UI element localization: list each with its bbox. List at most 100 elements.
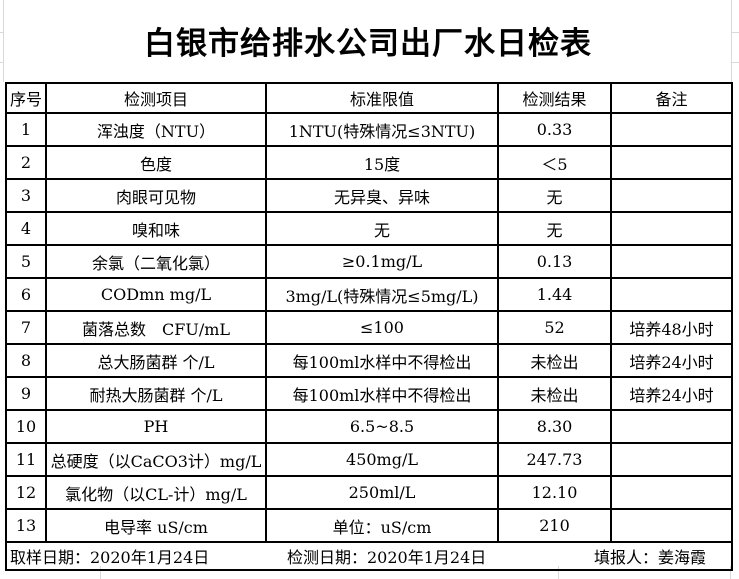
- row-result: 1.44: [497, 277, 612, 312]
- table-row: 10 PH 6.5~8.5 8.30: [5, 409, 733, 444]
- row-result: 无: [497, 178, 612, 213]
- row-limit: 每100ml水样中不得检出: [265, 343, 499, 378]
- row-limit: 每100ml水样中不得检出: [265, 376, 499, 411]
- row-no: 5: [5, 244, 47, 279]
- table-body: 1 浑浊度（NTU） 1NTU(特殊情况≤3NTU) 0.33 2 色度 15度 ＜5 3 肉眼可…: [5, 112, 733, 543]
- table-row: 9 耐热大肠菌群 个/L 每100ml水样中不得检出 未检出 培养24小时: [5, 376, 733, 411]
- header-item: 检测项目: [45, 82, 267, 114]
- row-note: 培养24小时: [610, 343, 733, 378]
- row-result: 8.30: [497, 409, 612, 444]
- header-result: 检测结果: [497, 82, 612, 114]
- row-result: 无: [497, 211, 612, 246]
- row-limit: 无异臭、异味: [265, 178, 499, 213]
- header-seq: 序号: [5, 82, 47, 114]
- spreadsheet-gridline: [730, 566, 731, 579]
- row-result: 0.13: [497, 244, 612, 279]
- row-note: [610, 277, 733, 312]
- row-note: [610, 409, 733, 444]
- row-item: 嗅和味: [45, 211, 267, 246]
- row-limit: 250ml/L: [265, 475, 499, 510]
- row-no: 7: [5, 310, 47, 345]
- row-item: 色度: [45, 145, 267, 180]
- row-note: [610, 244, 733, 279]
- row-limit: 单位：uS/cm: [265, 508, 499, 543]
- spreadsheet-gridline: [0, 32, 4, 33]
- table-row: 13 电导率 uS/cm 单位：uS/cm 210: [5, 508, 733, 543]
- row-limit: ≥0.1mg/L: [265, 244, 499, 279]
- row-no: 11: [5, 442, 47, 477]
- row-no: 10: [5, 409, 47, 444]
- row-limit: 无: [265, 211, 499, 246]
- row-item: PH: [45, 409, 267, 444]
- table-row: 6 CODmn mg/L 3mg/L(特殊情况≤5mg/L) 1.44: [5, 277, 733, 312]
- spreadsheet-gridline: [731, 0, 732, 82]
- spreadsheet-gridline: [731, 32, 739, 33]
- row-item: 氯化物（以CL-计）mg/L: [45, 475, 267, 510]
- row-result: 210: [497, 508, 612, 543]
- footer-wrap: 取样日期：2020年1月24日 检测日期：2020年1月24日 填报人：姜海霞: [8, 544, 730, 568]
- row-no: 1: [5, 112, 47, 147]
- row-note: [610, 178, 733, 213]
- row-limit: ≤100: [265, 310, 499, 345]
- row-note: [610, 475, 733, 510]
- row-note: [610, 211, 733, 246]
- header-note: 备注: [610, 82, 733, 114]
- row-item: 肉眼可见物: [45, 178, 267, 213]
- row-item: 电导率 uS/cm: [45, 508, 267, 543]
- header-row: 序号 检测项目 标准限值 检测结果 备注: [5, 82, 733, 114]
- spreadsheet-gridline: [100, 566, 101, 579]
- spreadsheet-gridline: [731, 62, 739, 63]
- row-result: 未检出: [497, 343, 612, 378]
- row-item: 耐热大肠菌群 个/L: [45, 376, 267, 411]
- row-no: 3: [5, 178, 47, 213]
- row-no: 2: [5, 145, 47, 180]
- table-row: 5 余氯（二氧化氯） ≥0.1mg/L 0.13: [5, 244, 733, 279]
- row-item: 浑浊度（NTU）: [45, 112, 267, 147]
- row-note: 培养24小时: [610, 376, 733, 411]
- row-result: 未检出: [497, 376, 612, 411]
- footer-cell: 取样日期：2020年1月24日 检测日期：2020年1月24日 填报人：姜海霞: [5, 541, 733, 571]
- table-row: 12 氯化物（以CL-计）mg/L 250ml/L 12.10: [5, 475, 733, 510]
- row-item: 菌落总数 CFU/mL: [45, 310, 267, 345]
- spreadsheet-gridline: [558, 566, 559, 579]
- table-row: 7 菌落总数 CFU/mL ≤100 52 培养48小时: [5, 310, 733, 345]
- row-limit: 450mg/L: [265, 442, 499, 477]
- sampling-date: 取样日期：2020年1月24日: [10, 548, 210, 567]
- row-no: 9: [5, 376, 47, 411]
- row-result: 52: [497, 310, 612, 345]
- inspection-table: 序号 检测项目 标准限值 检测结果 备注 1 浑浊度（NTU） 1NTU(特殊情况≤…: [5, 82, 733, 571]
- row-no: 4: [5, 211, 47, 246]
- table-row: 4 嗅和味无无: [5, 211, 733, 246]
- row-item: CODmn mg/L: [45, 277, 267, 312]
- row-limit: 3mg/L(特殊情况≤5mg/L): [265, 277, 499, 312]
- footer-row: 取样日期：2020年1月24日 检测日期：2020年1月24日 填报人：姜海霞: [5, 541, 733, 571]
- row-item: 总硬度（以CaCO3计）mg/L: [45, 442, 267, 477]
- reporter-name: 填报人：姜海霞: [594, 548, 707, 567]
- row-note: [610, 508, 733, 543]
- row-no: 8: [5, 343, 47, 378]
- row-no: 6: [5, 277, 47, 312]
- row-note: [610, 112, 733, 147]
- table-row: 8 总大肠菌群 个/L 每100ml水样中不得检出 未检出 培养24小时: [5, 343, 733, 378]
- row-item: 总大肠菌群 个/L: [45, 343, 267, 378]
- page-title: 白银市给排水公司出厂水日检表: [144, 25, 592, 62]
- test-date: 检测日期：2020年1月24日: [287, 548, 487, 567]
- row-no: 13: [5, 508, 47, 543]
- header-limit: 标准限值: [265, 82, 499, 114]
- row-limit: 6.5~8.5: [265, 409, 499, 444]
- spreadsheet-gridline: [0, 62, 4, 63]
- spreadsheet-gridline: [3, 0, 4, 82]
- row-limit: 1NTU(特殊情况≤3NTU): [265, 112, 499, 147]
- row-result: 12.10: [497, 475, 612, 510]
- row-note: [610, 145, 733, 180]
- row-limit: 15度: [265, 145, 499, 180]
- row-item: 余氯（二氧化氯）: [45, 244, 267, 279]
- row-note: [610, 442, 733, 477]
- table-row: 2 色度 15度 ＜5: [5, 145, 733, 180]
- table-row: 11 总硬度（以CaCO3计）mg/L 450mg/L 247.73: [5, 442, 733, 477]
- row-no: 12: [5, 475, 47, 510]
- row-note: 培养48小时: [610, 310, 733, 345]
- table-row: 3 肉眼可见物 无异臭、异味无: [5, 178, 733, 213]
- table-row: 1 浑浊度（NTU） 1NTU(特殊情况≤3NTU) 0.33: [5, 112, 733, 147]
